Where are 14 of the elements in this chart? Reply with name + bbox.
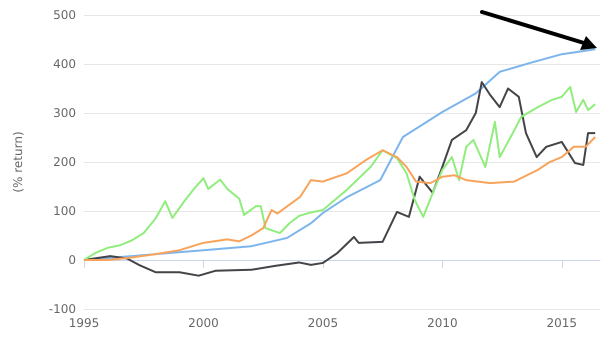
y-tick-label: -100 xyxy=(48,302,76,316)
y-tick-label: 200 xyxy=(53,155,76,169)
x-tick-label: 1995 xyxy=(68,316,100,330)
x-tick-label: 2015 xyxy=(546,316,578,330)
y-axis-title: (% return) xyxy=(11,131,25,193)
line-series xyxy=(83,136,596,261)
x-tick-label: 2010 xyxy=(427,316,458,330)
y-tick-label: 300 xyxy=(53,106,76,120)
x-tick-label: 2005 xyxy=(308,316,338,330)
y-tick-label: 100 xyxy=(53,204,76,218)
y-tick-label: 400 xyxy=(53,57,76,71)
y-tick-label: 0 xyxy=(68,253,76,267)
y-tick-label: 500 xyxy=(53,8,76,22)
x-tick-label: 2000 xyxy=(188,316,219,330)
